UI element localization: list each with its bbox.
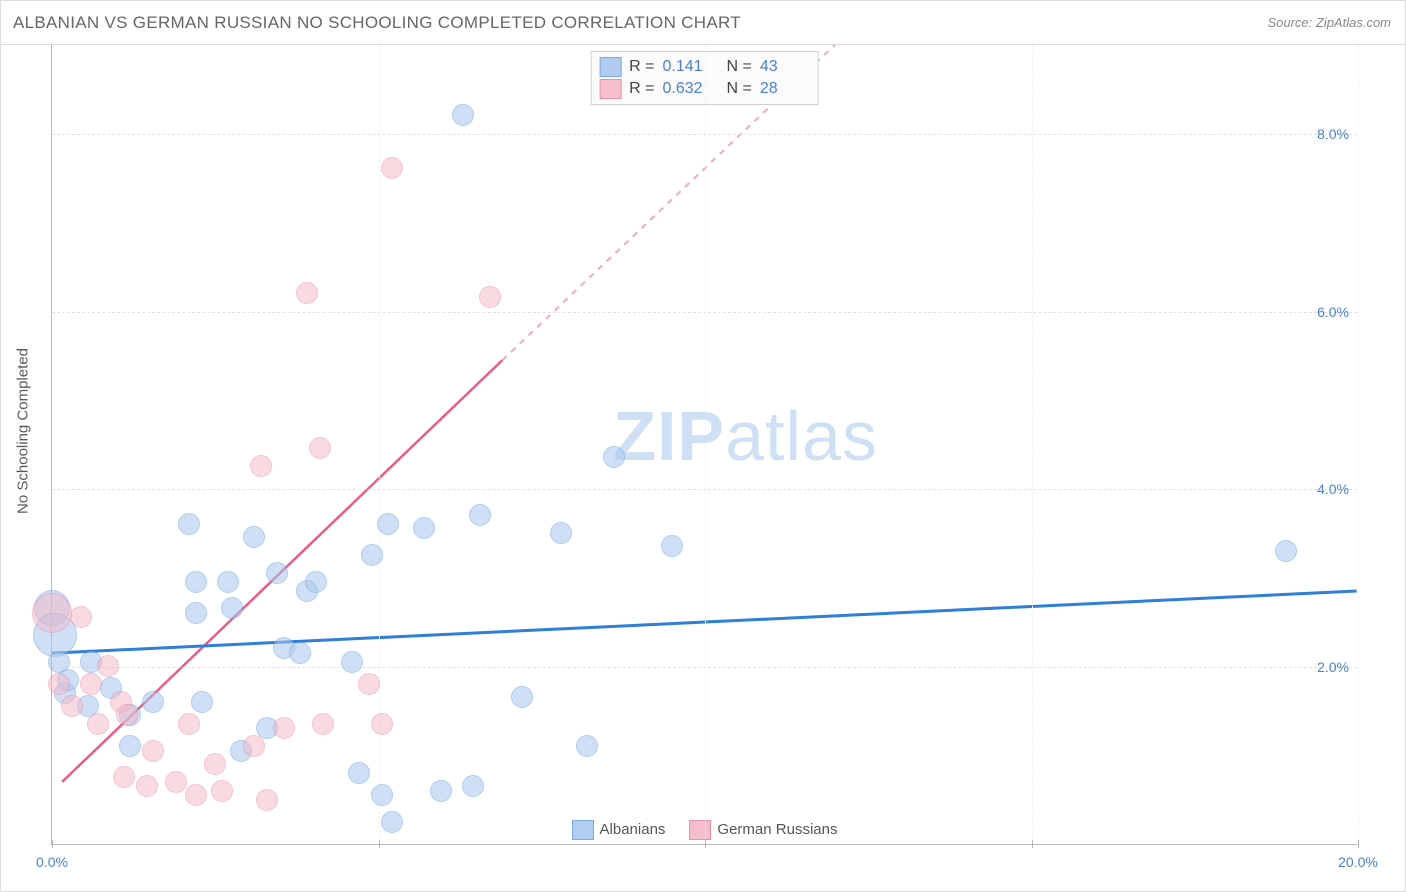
data-point-german_russians <box>116 704 138 726</box>
data-point-albanians <box>661 535 683 557</box>
data-point-albanians <box>377 513 399 535</box>
data-point-albanians <box>452 104 474 126</box>
legend-r-label: R = <box>629 78 654 100</box>
legend-swatch <box>572 820 594 840</box>
data-point-albanians <box>361 544 383 566</box>
data-point-german_russians <box>358 673 380 695</box>
data-point-german_russians <box>87 713 109 735</box>
data-point-german_russians <box>70 606 92 628</box>
data-point-albanians <box>603 446 625 468</box>
data-point-german_russians <box>296 282 318 304</box>
data-point-albanians <box>413 517 435 539</box>
data-point-german_russians <box>113 766 135 788</box>
x-tick-label: 20.0% <box>1338 854 1378 870</box>
data-point-german_russians <box>243 735 265 757</box>
data-point-albanians <box>1275 540 1297 562</box>
data-point-albanians <box>381 811 403 833</box>
gridline-v <box>705 45 706 844</box>
data-point-german_russians <box>381 157 403 179</box>
data-point-german_russians <box>256 789 278 811</box>
data-point-albanians <box>371 784 393 806</box>
data-point-albanians <box>185 602 207 624</box>
chart-title: ALBANIAN VS GERMAN RUSSIAN NO SCHOOLING … <box>13 13 741 33</box>
data-point-albanians <box>348 762 370 784</box>
y-axis-title: No Schooling Completed <box>15 348 32 514</box>
y-tick-label: 2.0% <box>1317 659 1349 675</box>
data-point-albanians <box>266 562 288 584</box>
legend-n-label: N = <box>727 56 752 78</box>
data-point-german_russians <box>309 437 331 459</box>
y-tick-label: 4.0% <box>1317 481 1349 497</box>
data-point-albanians <box>550 522 572 544</box>
chart-header: ALBANIAN VS GERMAN RUSSIAN NO SCHOOLING … <box>1 1 1405 45</box>
data-point-german_russians <box>479 286 501 308</box>
data-point-albanians <box>178 513 200 535</box>
data-point-german_russians <box>371 713 393 735</box>
chart-frame: ALBANIAN VS GERMAN RUSSIAN NO SCHOOLING … <box>0 0 1406 892</box>
data-point-albanians <box>576 735 598 757</box>
legend-swatch <box>599 57 621 77</box>
x-tick-label: 0.0% <box>36 854 68 870</box>
x-tick <box>1032 840 1033 848</box>
data-point-albanians <box>289 642 311 664</box>
data-point-german_russians <box>312 713 334 735</box>
data-point-german_russians <box>97 655 119 677</box>
legend-label: German Russians <box>717 821 837 838</box>
data-point-albanians <box>142 691 164 713</box>
data-point-albanians <box>341 651 363 673</box>
data-point-german_russians <box>32 593 72 633</box>
data-point-albanians <box>119 735 141 757</box>
legend-item-german_russians: German Russians <box>689 820 837 840</box>
x-tick <box>379 840 380 848</box>
data-point-german_russians <box>136 775 158 797</box>
data-point-german_russians <box>204 753 226 775</box>
legend-n-label: N = <box>727 78 752 100</box>
legend-n-value: 28 <box>760 78 810 100</box>
data-point-albanians <box>185 571 207 593</box>
x-tick <box>52 840 53 848</box>
data-point-german_russians <box>250 455 272 477</box>
data-point-albanians <box>305 571 327 593</box>
source-label: Source: ZipAtlas.com <box>1267 15 1391 30</box>
data-point-albanians <box>191 691 213 713</box>
data-point-albanians <box>511 686 533 708</box>
watermark: ZIPatlas <box>613 396 878 476</box>
plot-area: R =0.141N =43R =0.632N =28 AlbaniansGerm… <box>51 45 1357 845</box>
legend-n-value: 43 <box>760 56 810 78</box>
legend-r-label: R = <box>629 56 654 78</box>
data-point-german_russians <box>178 713 200 735</box>
data-point-german_russians <box>185 784 207 806</box>
data-point-german_russians <box>48 673 70 695</box>
data-point-albanians <box>217 571 239 593</box>
data-point-german_russians <box>273 717 295 739</box>
data-point-albanians <box>221 597 243 619</box>
data-point-albanians <box>243 526 265 548</box>
y-tick-label: 6.0% <box>1317 304 1349 320</box>
legend-label: Albanians <box>600 821 666 838</box>
data-point-german_russians <box>211 780 233 802</box>
data-point-albanians <box>462 775 484 797</box>
legend-item-albanians: Albanians <box>572 820 666 840</box>
x-tick <box>1358 840 1359 848</box>
legend-swatch <box>689 820 711 840</box>
gridline-v <box>1032 45 1033 844</box>
legend-swatch <box>599 79 621 99</box>
y-tick-label: 8.0% <box>1317 126 1349 142</box>
data-point-albanians <box>469 504 491 526</box>
data-point-german_russians <box>142 740 164 762</box>
gridline-v <box>1358 45 1359 844</box>
data-point-german_russians <box>61 695 83 717</box>
data-point-german_russians <box>80 673 102 695</box>
data-point-albanians <box>430 780 452 802</box>
data-point-german_russians <box>165 771 187 793</box>
x-tick <box>705 840 706 848</box>
